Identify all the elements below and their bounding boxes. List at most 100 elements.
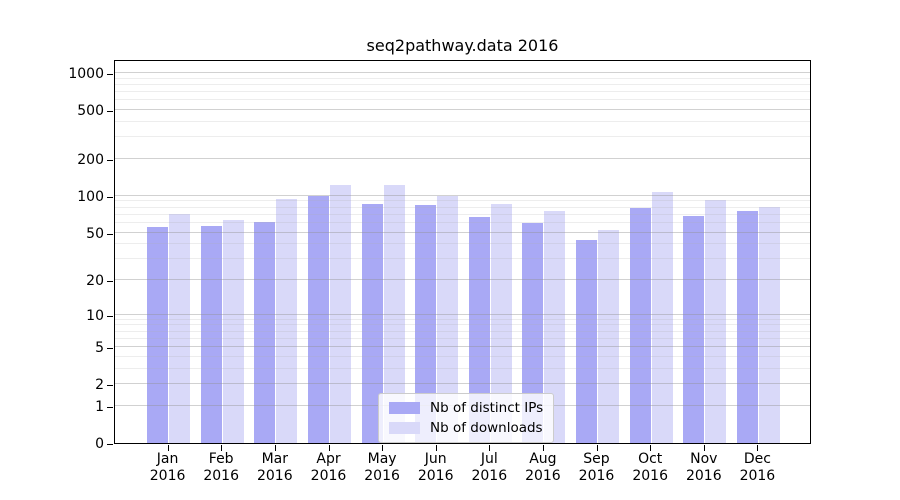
bar-downloads-dec: [758, 207, 780, 443]
bar-downloads-apr: [330, 185, 351, 443]
gridline-40: [115, 243, 810, 245]
x-tick-mark-feb: [221, 445, 223, 451]
bar-downloads-jan: [169, 214, 191, 443]
x-tick-label-jun: Jun 2016: [417, 451, 454, 484]
x-tick-mark-may: [382, 445, 384, 451]
y-tick-label-10: 10: [86, 307, 104, 324]
x-tick-label-feb: Feb 2016: [203, 451, 239, 484]
y-tick-mark-1000: [107, 74, 113, 75]
x-tick-label-aug: Aug 2016: [525, 451, 561, 484]
legend-label-distinct-ips: Nb of distinct IPs: [430, 400, 544, 416]
y-tick-mark-200: [107, 160, 113, 161]
gridline-70: [115, 213, 810, 215]
bar-distinct-ips-may: [361, 203, 383, 443]
x-tick-mark-dec: [757, 445, 759, 451]
bar-distinct-ips-feb: [200, 225, 222, 443]
bar-downloads-jul: [490, 203, 512, 443]
legend: Nb of distinct IPs Nb of downloads: [378, 393, 555, 443]
x-tick-mark-sep: [596, 445, 598, 451]
y-tick-label-20: 20: [86, 273, 104, 289]
y-tick-label-5: 5: [95, 340, 104, 357]
y-tick-mark-1: [107, 406, 113, 408]
x-tick-label-apr: Apr 2016: [310, 451, 347, 484]
y-tick-mark-50: [107, 233, 113, 235]
x-tick-label-sep: Sep 2016: [578, 451, 615, 484]
bar-distinct-ips-dec: [736, 211, 758, 443]
y-tick-mark-100: [107, 196, 113, 198]
x-tick-label-nov: Nov 2016: [685, 451, 722, 484]
y-tick-mark-20: [107, 281, 113, 282]
bar-downloads-jun: [437, 195, 459, 443]
gridline-100: [115, 194, 810, 196]
x-tick-mark-aug: [542, 445, 544, 451]
gridline-400: [115, 121, 810, 122]
gridline-20: [115, 279, 810, 280]
legend-label-downloads: Nb of downloads: [430, 420, 543, 436]
y-tick-mark-2: [107, 385, 113, 387]
bar-downloads-mar: [276, 198, 298, 443]
y-tick-label-1000: 1000: [68, 66, 104, 82]
x-tick-mark-nov: [703, 445, 705, 451]
gridline-9: [115, 318, 810, 320]
gridline-900: [115, 77, 810, 79]
x-tick-label-oct: Oct 2016: [632, 451, 668, 484]
gridline-90: [115, 200, 810, 202]
bar-distinct-ips-sep: [576, 240, 597, 443]
gridline-60: [115, 221, 810, 223]
y-tick-label-100: 100: [77, 188, 104, 205]
x-tick-mark-jul: [489, 445, 491, 451]
y-tick-mark-0: [107, 444, 113, 445]
bar-distinct-ips-jan: [147, 227, 169, 443]
bar-distinct-ips-mar: [254, 222, 276, 443]
legend-item-downloads: Nb of downloads: [389, 421, 543, 435]
legend-item-distinct-ips: Nb of distinct IPs: [389, 401, 543, 415]
bar-downloads-aug: [544, 211, 566, 443]
gridline-1000: [115, 72, 810, 73]
bar-distinct-ips-jul: [468, 217, 490, 443]
x-tick-mark-jun: [435, 445, 437, 451]
y-tick-mark-500: [107, 111, 113, 113]
x-tick-label-mar: Mar 2016: [256, 451, 293, 484]
legend-swatch-distinct-ips: [389, 402, 420, 414]
gridline-700: [115, 91, 810, 93]
gridline-500: [115, 109, 810, 111]
y-tick-label-50: 50: [86, 225, 104, 242]
gridline-10: [115, 313, 810, 315]
y-tick-label-500: 500: [77, 103, 104, 120]
x-tick-label-dec: Dec 2016: [739, 451, 776, 484]
bar-downloads-nov: [705, 200, 727, 443]
x-tick-label-may: May 2016: [364, 451, 400, 484]
y-tick-mark-10: [107, 315, 113, 317]
gridline-4: [115, 355, 810, 357]
gridline-8: [115, 324, 810, 326]
gridline-5: [115, 346, 810, 348]
gridline-800: [115, 84, 810, 85]
y-tick-label-200: 200: [77, 152, 104, 168]
gridline-7: [115, 330, 810, 332]
gridline-300: [115, 136, 810, 138]
gridline-2: [115, 383, 810, 385]
bar-distinct-ips-nov: [683, 215, 705, 443]
gridline-6: [115, 337, 810, 339]
bar-distinct-ips-aug: [522, 222, 544, 443]
x-tick-mark-oct: [650, 445, 652, 451]
bar-distinct-ips-jun: [415, 205, 437, 443]
legend-swatch-downloads: [389, 422, 420, 434]
bar-distinct-ips-oct: [629, 207, 651, 443]
bar-downloads-sep: [598, 230, 619, 443]
x-tick-mark-mar: [274, 445, 276, 451]
y-tick-label-1: 1: [95, 398, 104, 415]
gridline-3: [115, 367, 810, 369]
y-tick-label-2: 2: [95, 377, 104, 394]
x-tick-label-jul: Jul 2016: [471, 451, 508, 484]
y-tick-label-0: 0: [95, 436, 104, 452]
y-tick-mark-5: [107, 348, 113, 350]
x-tick-mark-apr: [328, 445, 330, 451]
gridline-600: [115, 99, 810, 101]
gridline-80: [115, 206, 810, 208]
gridline-30: [115, 258, 810, 260]
bar-downloads-may: [383, 185, 405, 443]
x-tick-mark-jan: [167, 445, 169, 451]
gridline-200: [115, 158, 810, 159]
